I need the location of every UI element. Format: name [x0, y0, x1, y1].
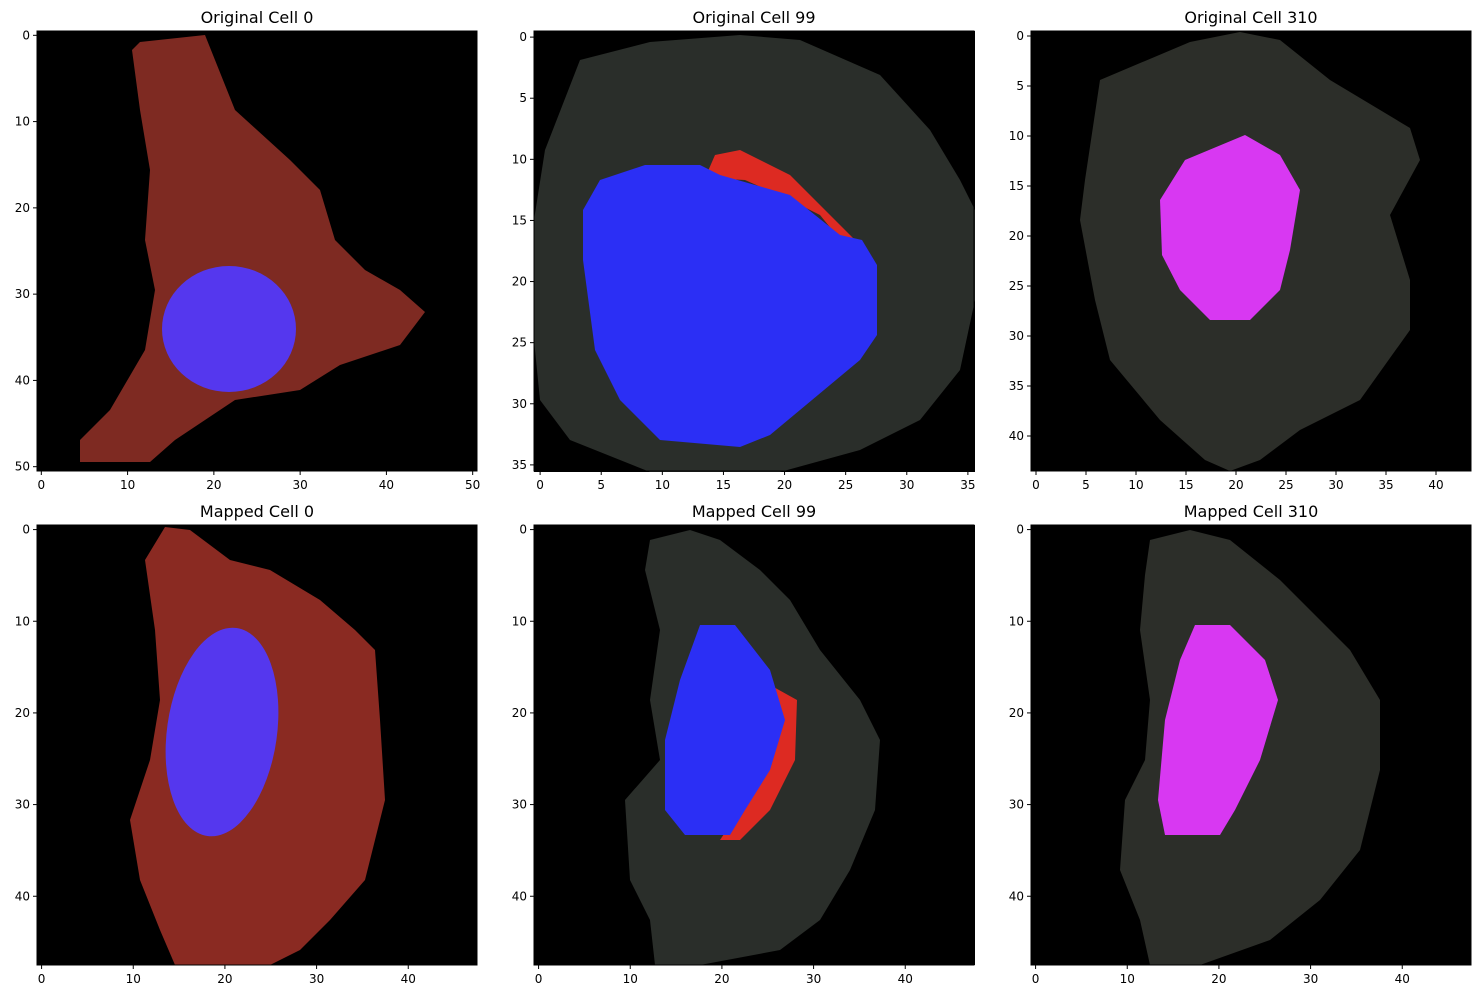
y-tick-label: 10 — [15, 115, 30, 129]
x-tick-label: 10 — [623, 972, 638, 986]
y-tick-label: 30 — [15, 287, 30, 301]
x-tick-label: 40 — [898, 972, 913, 986]
x-tick-label: 30 — [1328, 478, 1343, 492]
y-tick-label: 10 — [512, 614, 527, 628]
y-tick-label: 5 — [1016, 79, 1024, 93]
y-tick-label: 40 — [15, 373, 30, 387]
x-tick-label: 20 — [206, 478, 221, 492]
nucleus — [162, 266, 296, 392]
y-tick-label: 20 — [15, 201, 30, 215]
axes-frame — [36, 30, 478, 472]
y-tick-label: 15 — [512, 213, 527, 227]
image-layer — [37, 31, 1471, 965]
x-tick-label: 40 — [401, 972, 416, 986]
y-tick-label: 35 — [1009, 379, 1024, 393]
axes-frame — [533, 524, 975, 966]
x-tick-label: 0 — [38, 972, 46, 986]
x-tick-label: 20 — [714, 972, 729, 986]
x-tick-label: 0 — [1032, 478, 1040, 492]
x-tick-label: 35 — [960, 478, 975, 492]
x-tick-label: 5 — [597, 478, 605, 492]
x-tick-label: 15 — [716, 478, 731, 492]
x-tick-label: 30 — [899, 478, 914, 492]
x-tick-label: 30 — [806, 972, 821, 986]
y-tick-label: 0 — [1016, 29, 1024, 43]
x-tick-label: 20 — [1228, 478, 1243, 492]
y-tick-label: 30 — [1009, 329, 1024, 343]
y-tick-label: 5 — [519, 91, 527, 105]
axes-frame — [533, 30, 975, 472]
y-tick-label: 20 — [512, 275, 527, 289]
y-tick-label: 10 — [1009, 129, 1024, 143]
x-tick-label: 10 — [120, 478, 135, 492]
panel-title: Mapped Cell 310 — [1184, 502, 1319, 521]
y-tick-label: 0 — [22, 28, 30, 42]
x-tick-label: 25 — [1278, 478, 1293, 492]
y-tick-label: 30 — [512, 798, 527, 812]
y-tick-label: 10 — [1009, 614, 1024, 628]
x-tick-label: 30 — [292, 478, 307, 492]
x-tick-label: 10 — [1120, 972, 1135, 986]
axes-frame — [1030, 524, 1472, 966]
x-tick-label: 40 — [1395, 972, 1410, 986]
x-tick-label: 10 — [126, 972, 141, 986]
axes-frame — [36, 524, 478, 966]
x-tick-label: 40 — [379, 478, 394, 492]
x-tick-label: 40 — [1428, 478, 1443, 492]
x-tick-label: 25 — [838, 478, 853, 492]
x-tick-label: 0 — [1032, 972, 1040, 986]
cell-body — [80, 35, 425, 462]
x-tick-label: 10 — [1128, 478, 1143, 492]
y-tick-label: 15 — [1009, 179, 1024, 193]
x-tick-label: 15 — [1178, 478, 1193, 492]
panel-title: Original Cell 310 — [1184, 8, 1317, 27]
y-tick-label: 25 — [512, 336, 527, 350]
x-tick-label: 20 — [1211, 972, 1226, 986]
nucleus — [583, 165, 877, 447]
y-tick-label: 0 — [22, 523, 30, 537]
x-tick-label: 20 — [217, 972, 232, 986]
x-tick-label: 20 — [777, 478, 792, 492]
x-tick-label: 50 — [465, 478, 480, 492]
nucleus — [165, 627, 279, 837]
x-tick-label: 5 — [1082, 478, 1090, 492]
axes-frame — [1030, 30, 1472, 472]
y-tick-label: 20 — [15, 706, 30, 720]
y-tick-label: 40 — [512, 889, 527, 903]
y-tick-label: 10 — [512, 152, 527, 166]
x-tick-label: 30 — [1303, 972, 1318, 986]
x-tick-label: 0 — [37, 478, 45, 492]
cell-signal — [705, 150, 860, 252]
x-tick-label: 0 — [535, 972, 543, 986]
panel-title: Original Cell 0 — [201, 8, 314, 27]
y-tick-label: 20 — [1009, 706, 1024, 720]
nucleus — [1160, 135, 1300, 320]
y-tick-label: 0 — [1016, 523, 1024, 537]
nucleus — [665, 625, 785, 835]
y-tick-label: 10 — [15, 614, 30, 628]
x-tick-label: 10 — [655, 478, 670, 492]
y-tick-label: 0 — [519, 523, 527, 537]
y-tick-label: 50 — [15, 460, 30, 474]
y-tick-label: 0 — [519, 30, 527, 44]
panel-title: Mapped Cell 99 — [692, 502, 816, 521]
y-tick-label: 30 — [15, 798, 30, 812]
y-tick-label: 20 — [1009, 229, 1024, 243]
y-tick-label: 30 — [512, 397, 527, 411]
panel-title: Mapped Cell 0 — [200, 502, 314, 521]
y-tick-label: 25 — [1009, 279, 1024, 293]
x-tick-label: 0 — [536, 478, 544, 492]
x-tick-label: 30 — [309, 972, 324, 986]
y-tick-label: 35 — [512, 458, 527, 472]
y-tick-label: 20 — [512, 706, 527, 720]
y-tick-label: 30 — [1009, 798, 1024, 812]
y-tick-label: 40 — [1009, 889, 1024, 903]
nucleus — [1158, 625, 1278, 835]
x-tick-label: 35 — [1378, 478, 1393, 492]
y-tick-label: 40 — [15, 889, 30, 903]
y-tick-label: 40 — [1009, 429, 1024, 443]
panel-title: Original Cell 99 — [692, 8, 815, 27]
